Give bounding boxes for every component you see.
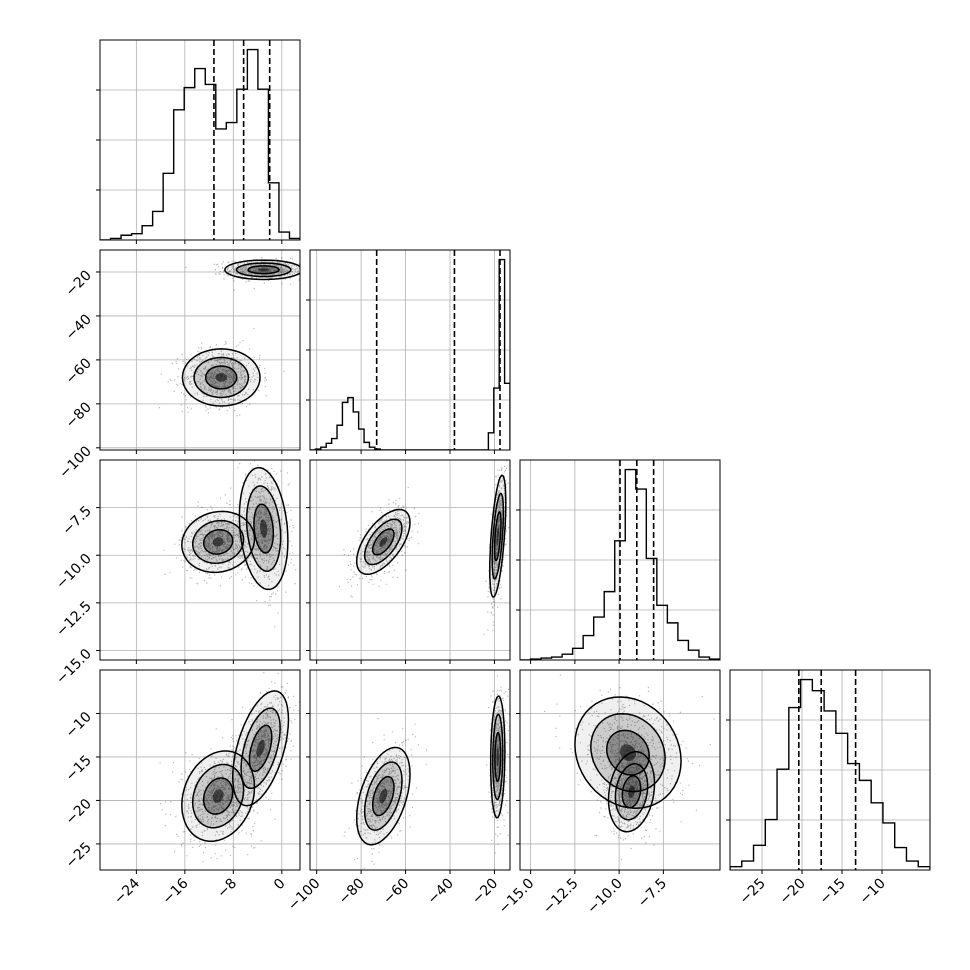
axes-frame: [99, 459, 301, 661]
x-tick-label: −15: [817, 876, 849, 908]
x-tick-label: −20: [469, 876, 501, 908]
axes-frame: [519, 669, 721, 871]
contour-line: [489, 474, 507, 598]
contour-line: [231, 690, 290, 807]
contour-line: [248, 724, 273, 772]
contour-line: [371, 775, 395, 817]
joint-panel-3-0: [96, 669, 301, 874]
y-tick-label: −15: [63, 752, 95, 784]
x-tick-label: −25: [737, 876, 769, 908]
x-tick-label: −7.5: [635, 876, 670, 911]
x-tick-label: −8: [214, 876, 240, 902]
contour-line: [621, 775, 642, 809]
histogram-step: [520, 468, 720, 660]
hist-panel-2: [516, 459, 721, 664]
x-tick-label: 0: [271, 876, 289, 894]
x-tick-label: −12.5: [540, 876, 582, 918]
density-level: [496, 527, 499, 546]
y-tick-label: −100: [56, 443, 95, 482]
contour-line: [202, 777, 234, 815]
axes-frame: [99, 669, 301, 871]
joint-panel-3-1: [306, 669, 511, 874]
contour-line: [363, 761, 403, 831]
joint-panel-3-2: [516, 669, 721, 874]
y-tick-label: −15.0: [53, 646, 95, 688]
contour-line: [191, 519, 245, 564]
contour-line: [355, 746, 411, 846]
contour-line: [193, 356, 250, 399]
contour-line: [371, 528, 395, 556]
joint-panel-1-0: [96, 249, 301, 454]
density-level: [496, 747, 499, 767]
axes-frame: [99, 249, 301, 451]
contour-line: [605, 729, 650, 776]
hist-panel-1: [306, 249, 511, 454]
contour-line: [247, 265, 281, 275]
contour-line: [245, 485, 282, 572]
contour-line: [574, 696, 682, 810]
contour-line: [202, 528, 234, 555]
contour-line: [204, 365, 238, 390]
x-tick-label: −16: [159, 875, 191, 907]
contour-line: [240, 707, 281, 790]
y-tick-label: −40: [63, 311, 95, 343]
y-tick-label: −60: [63, 355, 95, 387]
y-tick-label: −10.0: [53, 551, 95, 593]
density-level: [257, 268, 270, 272]
contour-line: [489, 695, 506, 819]
histogram-step: [730, 678, 930, 870]
y-tick-label: −12.5: [53, 598, 95, 640]
contour-line: [235, 262, 292, 278]
histogram-step: [100, 48, 300, 240]
x-tick-label: −100: [285, 876, 324, 915]
x-tick-label: −10: [857, 876, 889, 908]
density-level: [260, 519, 268, 538]
contour-line: [491, 492, 505, 580]
contour-line: [493, 511, 502, 562]
contour-line: [494, 731, 502, 783]
x-tick-label: −80: [336, 876, 368, 908]
contour-line: [181, 348, 261, 407]
density-level: [212, 537, 224, 547]
y-tick-label: −25: [63, 839, 95, 871]
density-level: [620, 744, 636, 761]
contour-line: [238, 466, 289, 591]
hist-panel-3: [726, 669, 931, 874]
x-tick-label: −20: [777, 876, 809, 908]
x-tick-label: −10.0: [584, 876, 626, 918]
hist-panel-0: [96, 39, 301, 244]
y-tick-label: −10: [63, 709, 95, 741]
contour-line: [191, 763, 245, 829]
joint-panel-2-0: [96, 459, 301, 664]
contour-line: [363, 518, 403, 566]
scatter-points: [159, 671, 300, 863]
axes-frame: [309, 669, 511, 871]
y-tick-label: −20: [63, 267, 95, 299]
x-tick-label: −40: [425, 876, 457, 908]
density-level: [256, 739, 265, 757]
contour-line: [253, 503, 275, 554]
density-level: [379, 537, 388, 547]
contour-line: [492, 713, 504, 801]
y-tick-label: −7.5: [59, 503, 94, 538]
contour-line: [607, 751, 656, 833]
contour-line: [614, 763, 649, 821]
contour-line: [590, 712, 666, 793]
density-level: [212, 789, 224, 803]
x-tick-label: −24: [111, 875, 143, 907]
density-level: [215, 373, 227, 382]
contour-line: [224, 259, 300, 281]
joint-panel-2-1: [306, 459, 511, 664]
density-level: [379, 788, 388, 804]
contour-line: [181, 510, 256, 574]
axes-frame: [309, 459, 511, 661]
contour-line: [355, 508, 411, 576]
x-tick-label: −60: [380, 876, 412, 908]
contour-line: [181, 750, 256, 842]
x-tick-label: −15.0: [496, 876, 538, 918]
histogram-step: [310, 258, 510, 450]
y-tick-label: −20: [63, 796, 95, 828]
y-tick-label: −80: [63, 399, 95, 431]
